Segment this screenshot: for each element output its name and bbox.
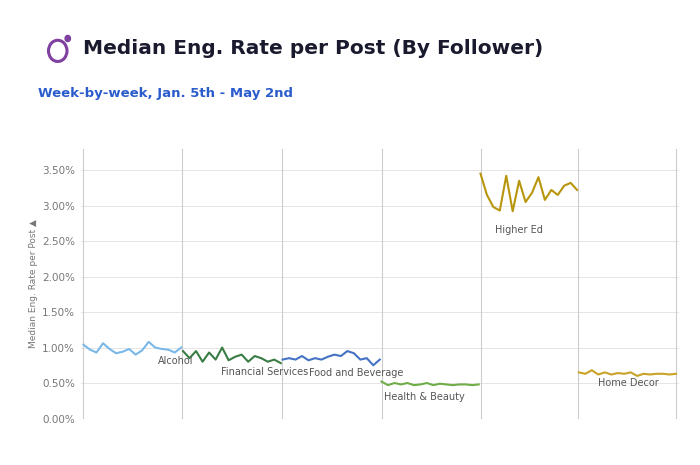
Text: Median Eng. Rate per Post (By Follower): Median Eng. Rate per Post (By Follower) xyxy=(83,40,543,58)
Text: Alcohol: Alcohol xyxy=(158,356,193,366)
Text: Health & Beauty: Health & Beauty xyxy=(384,392,466,402)
Text: Week-by-week, Jan. 5th - May 2nd: Week-by-week, Jan. 5th - May 2nd xyxy=(38,86,293,100)
Text: Food and Beverage: Food and Beverage xyxy=(309,368,403,378)
Y-axis label: Median Eng. Rate per Post ▲: Median Eng. Rate per Post ▲ xyxy=(29,219,38,348)
Text: Financial Services: Financial Services xyxy=(220,367,308,378)
Text: IQ: IQ xyxy=(634,444,648,457)
Circle shape xyxy=(65,35,71,41)
Text: Higher Ed: Higher Ed xyxy=(495,226,543,235)
Text: Rival: Rival xyxy=(624,425,657,438)
Text: Home Decor: Home Decor xyxy=(598,378,659,388)
